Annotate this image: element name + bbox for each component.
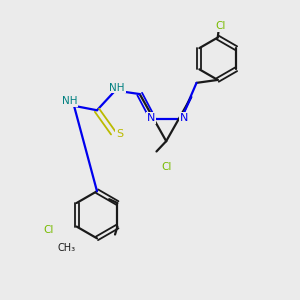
Text: S: S: [116, 129, 123, 139]
Text: CH₃: CH₃: [57, 243, 75, 253]
Text: NH: NH: [61, 96, 77, 106]
Text: Cl: Cl: [43, 225, 54, 235]
Text: N: N: [146, 113, 155, 123]
Text: Cl: Cl: [161, 162, 171, 172]
Text: Cl: Cl: [215, 21, 225, 31]
Text: NH: NH: [109, 82, 125, 93]
Text: N: N: [180, 113, 188, 123]
